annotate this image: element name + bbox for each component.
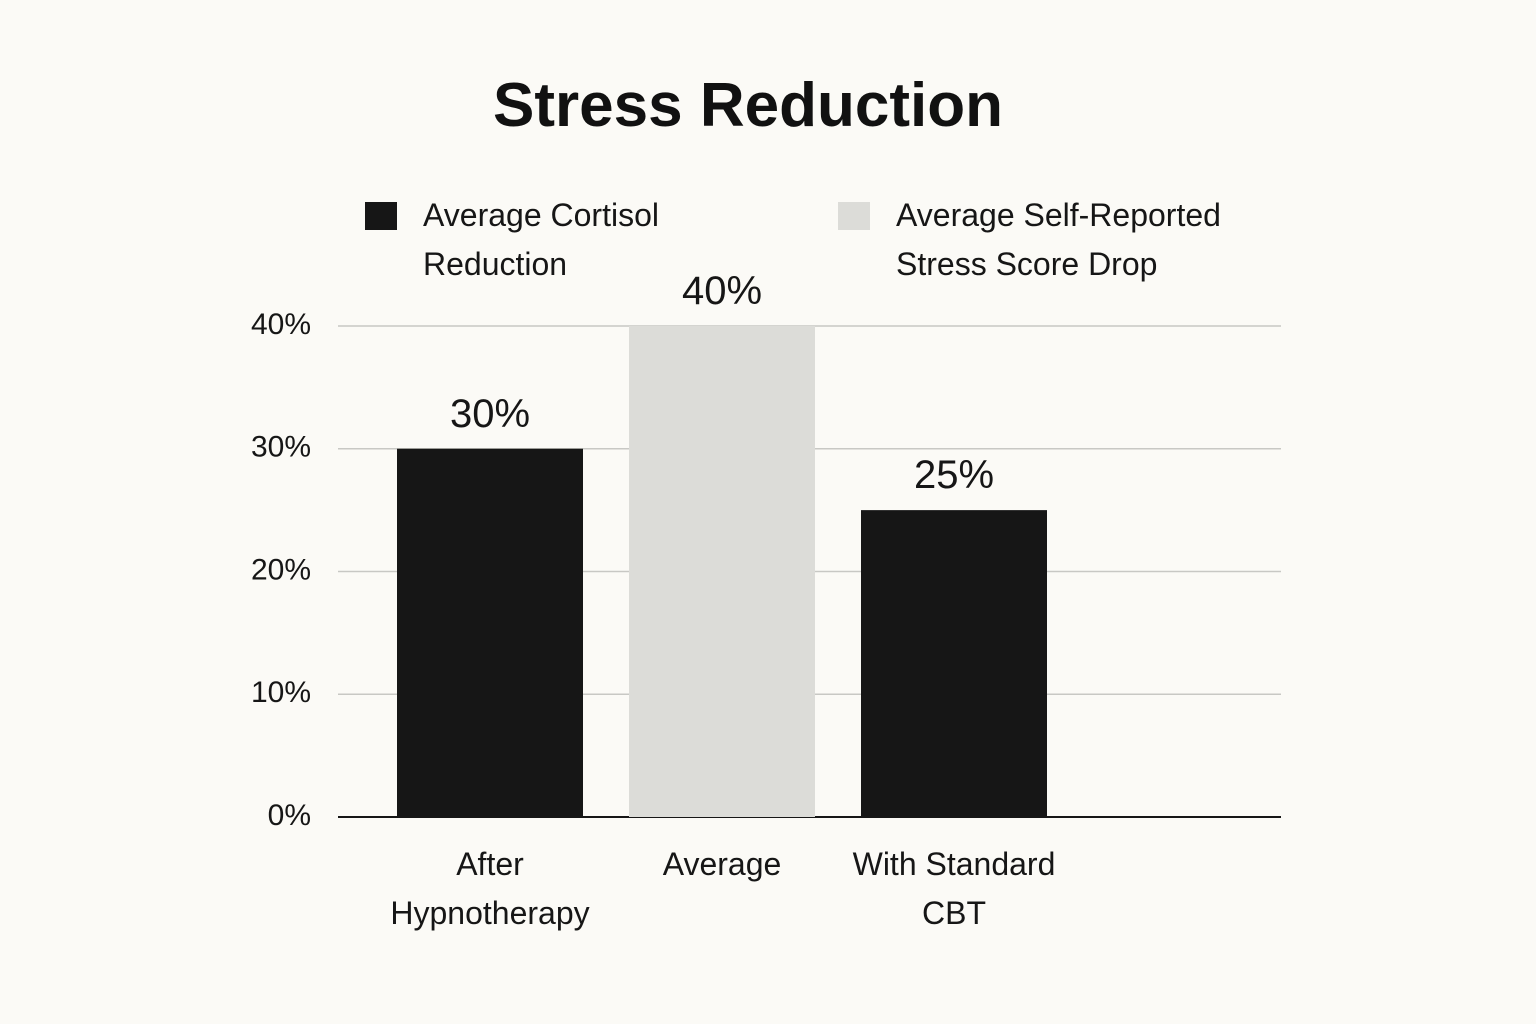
data-label: 40% xyxy=(682,269,762,313)
legend-swatch xyxy=(365,202,397,230)
y-tick-label: 30% xyxy=(251,431,311,464)
x-tick-label: Average xyxy=(662,846,782,882)
data-label: 30% xyxy=(450,392,530,436)
y-tick-label: 0% xyxy=(268,799,311,832)
data-label: 25% xyxy=(914,453,994,497)
legend-label: Average Cortisol Reduction xyxy=(423,197,659,282)
bar xyxy=(861,510,1047,817)
chart-title: Stress Reduction xyxy=(493,71,1003,140)
legend-label: Average Self-Reported Stress Score Drop xyxy=(896,197,1221,282)
bar xyxy=(629,326,815,817)
x-tick-label: With Standard CBT xyxy=(852,846,1056,931)
bar xyxy=(397,448,583,817)
y-tick-label: 20% xyxy=(251,553,311,586)
x-tick-label: After Hypnotherapy xyxy=(390,846,590,931)
y-tick-label: 40% xyxy=(251,308,311,341)
legend-swatch xyxy=(838,202,870,230)
y-tick-label: 10% xyxy=(251,676,311,709)
